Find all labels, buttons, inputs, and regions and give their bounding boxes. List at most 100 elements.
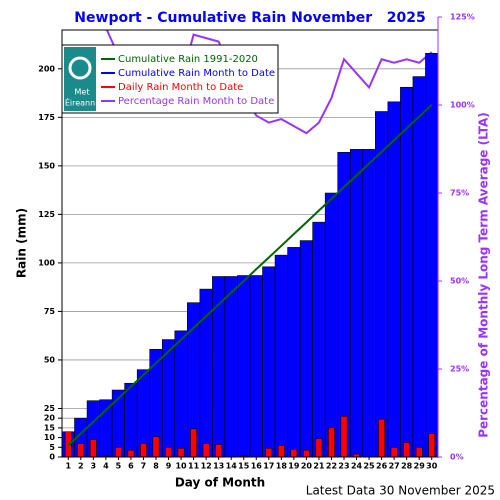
- x-tick-label: 20: [301, 462, 313, 471]
- bar: [224, 276, 238, 457]
- y-tick-label: 20: [44, 414, 56, 423]
- x-axis-label: Day of Month: [175, 476, 265, 490]
- bar: [412, 76, 426, 457]
- x-tick-label: 6: [128, 462, 134, 471]
- bar: [277, 445, 285, 457]
- x-tick-label: 12: [201, 462, 212, 471]
- bar: [265, 447, 273, 457]
- bar: [177, 447, 185, 457]
- y-tick-label: 175: [38, 113, 55, 122]
- legend-label: Cumulative Rain Month to Date: [118, 68, 275, 79]
- x-tick-label: 27: [389, 462, 400, 471]
- x-tick-label: 17: [263, 462, 274, 471]
- x-tick-label: 15: [238, 462, 250, 471]
- x-tick-label: 5: [116, 462, 122, 471]
- x-tick-label: 29: [414, 462, 426, 471]
- y-tick-label: 150: [38, 161, 55, 170]
- bar: [302, 449, 310, 457]
- y-tick-label: 5: [49, 443, 55, 452]
- bar: [387, 101, 401, 457]
- bar: [262, 266, 276, 457]
- y2-tick-label: 125%: [450, 13, 475, 22]
- bar: [152, 436, 160, 457]
- y-axis-label: Rain (mm): [15, 208, 29, 278]
- bar: [127, 449, 135, 457]
- x-tick-label: 28: [401, 462, 413, 471]
- bar: [425, 52, 438, 457]
- logo-text: Met: [75, 88, 90, 97]
- bar: [312, 221, 326, 457]
- x-tick-label: 23: [338, 462, 349, 471]
- x-tick-label: 26: [376, 462, 388, 471]
- bar: [174, 330, 188, 457]
- chart-title: Newport - Cumulative Rain November 2025: [74, 10, 425, 26]
- bar: [215, 444, 223, 457]
- bar: [287, 247, 301, 457]
- bar: [299, 240, 313, 457]
- y2-tick-label: 0%: [450, 453, 464, 462]
- y-tick-label: 200: [38, 64, 55, 73]
- x-tick-label: 7: [141, 462, 147, 471]
- bar: [111, 389, 125, 457]
- bar: [428, 433, 436, 457]
- bar: [77, 443, 85, 457]
- bar: [340, 415, 348, 457]
- y-tick-label: 125: [38, 210, 55, 219]
- y2-tick-label: 50%: [450, 277, 469, 286]
- bar: [190, 428, 198, 457]
- x-tick-label: 13: [213, 462, 224, 471]
- x-tick-label: 30: [426, 462, 438, 471]
- bar: [362, 149, 376, 457]
- x-tick-label: 25: [363, 462, 375, 471]
- bar: [337, 151, 351, 457]
- bar: [165, 446, 172, 457]
- x-tick-label: 24: [351, 462, 363, 471]
- plot-area: [62, 30, 438, 457]
- x-tick-label: 21: [313, 462, 325, 471]
- bar: [378, 418, 386, 457]
- y-tick-label: 50: [44, 355, 56, 364]
- y2-tick-label: 75%: [450, 189, 469, 198]
- legend-label: Cumulative Rain 1991-2020: [118, 54, 258, 65]
- bar: [415, 446, 423, 457]
- x-tick-label: 19: [288, 462, 300, 471]
- x-tick-label: 1: [65, 462, 71, 471]
- bar: [400, 86, 414, 457]
- bar: [237, 275, 251, 457]
- logo-text: Éireann: [65, 97, 95, 108]
- bar: [324, 192, 339, 457]
- x-tick-label: 14: [226, 462, 238, 471]
- y-tick-label: 10: [44, 433, 56, 442]
- y2-tick-label: 100%: [450, 101, 475, 110]
- legend-label: Daily Rain Month to Date: [118, 82, 243, 93]
- bar: [202, 443, 210, 457]
- bar: [274, 254, 288, 457]
- bar: [315, 438, 323, 457]
- legend-label: Percentage Rain Month to Date: [118, 96, 274, 107]
- y2-tick-label: 25%: [450, 365, 469, 374]
- x-tick-label: 18: [276, 462, 288, 471]
- x-tick-label: 10: [175, 462, 187, 471]
- y-tick-label: 100: [38, 258, 55, 267]
- legend-box: [61, 44, 279, 114]
- y-tick-label: 75: [44, 307, 56, 316]
- x-tick-label: 11: [188, 462, 200, 471]
- y-tick-label: 15: [44, 423, 56, 432]
- logo-swirl: [68, 56, 92, 80]
- bar: [390, 446, 398, 457]
- bar: [375, 111, 389, 457]
- bar: [161, 339, 176, 457]
- x-tick-label: 3: [91, 462, 97, 471]
- x-tick-label: 16: [251, 462, 263, 471]
- x-tick-label: 2: [78, 462, 84, 471]
- x-tick-label: 4: [103, 462, 109, 471]
- x-tick-label: 22: [326, 462, 337, 471]
- bar: [140, 443, 147, 457]
- footnote: Latest Data 30 November 2025: [306, 484, 495, 498]
- series-line: [67, 104, 433, 447]
- bar: [99, 399, 113, 457]
- bar: [114, 446, 122, 457]
- bar: [249, 275, 263, 457]
